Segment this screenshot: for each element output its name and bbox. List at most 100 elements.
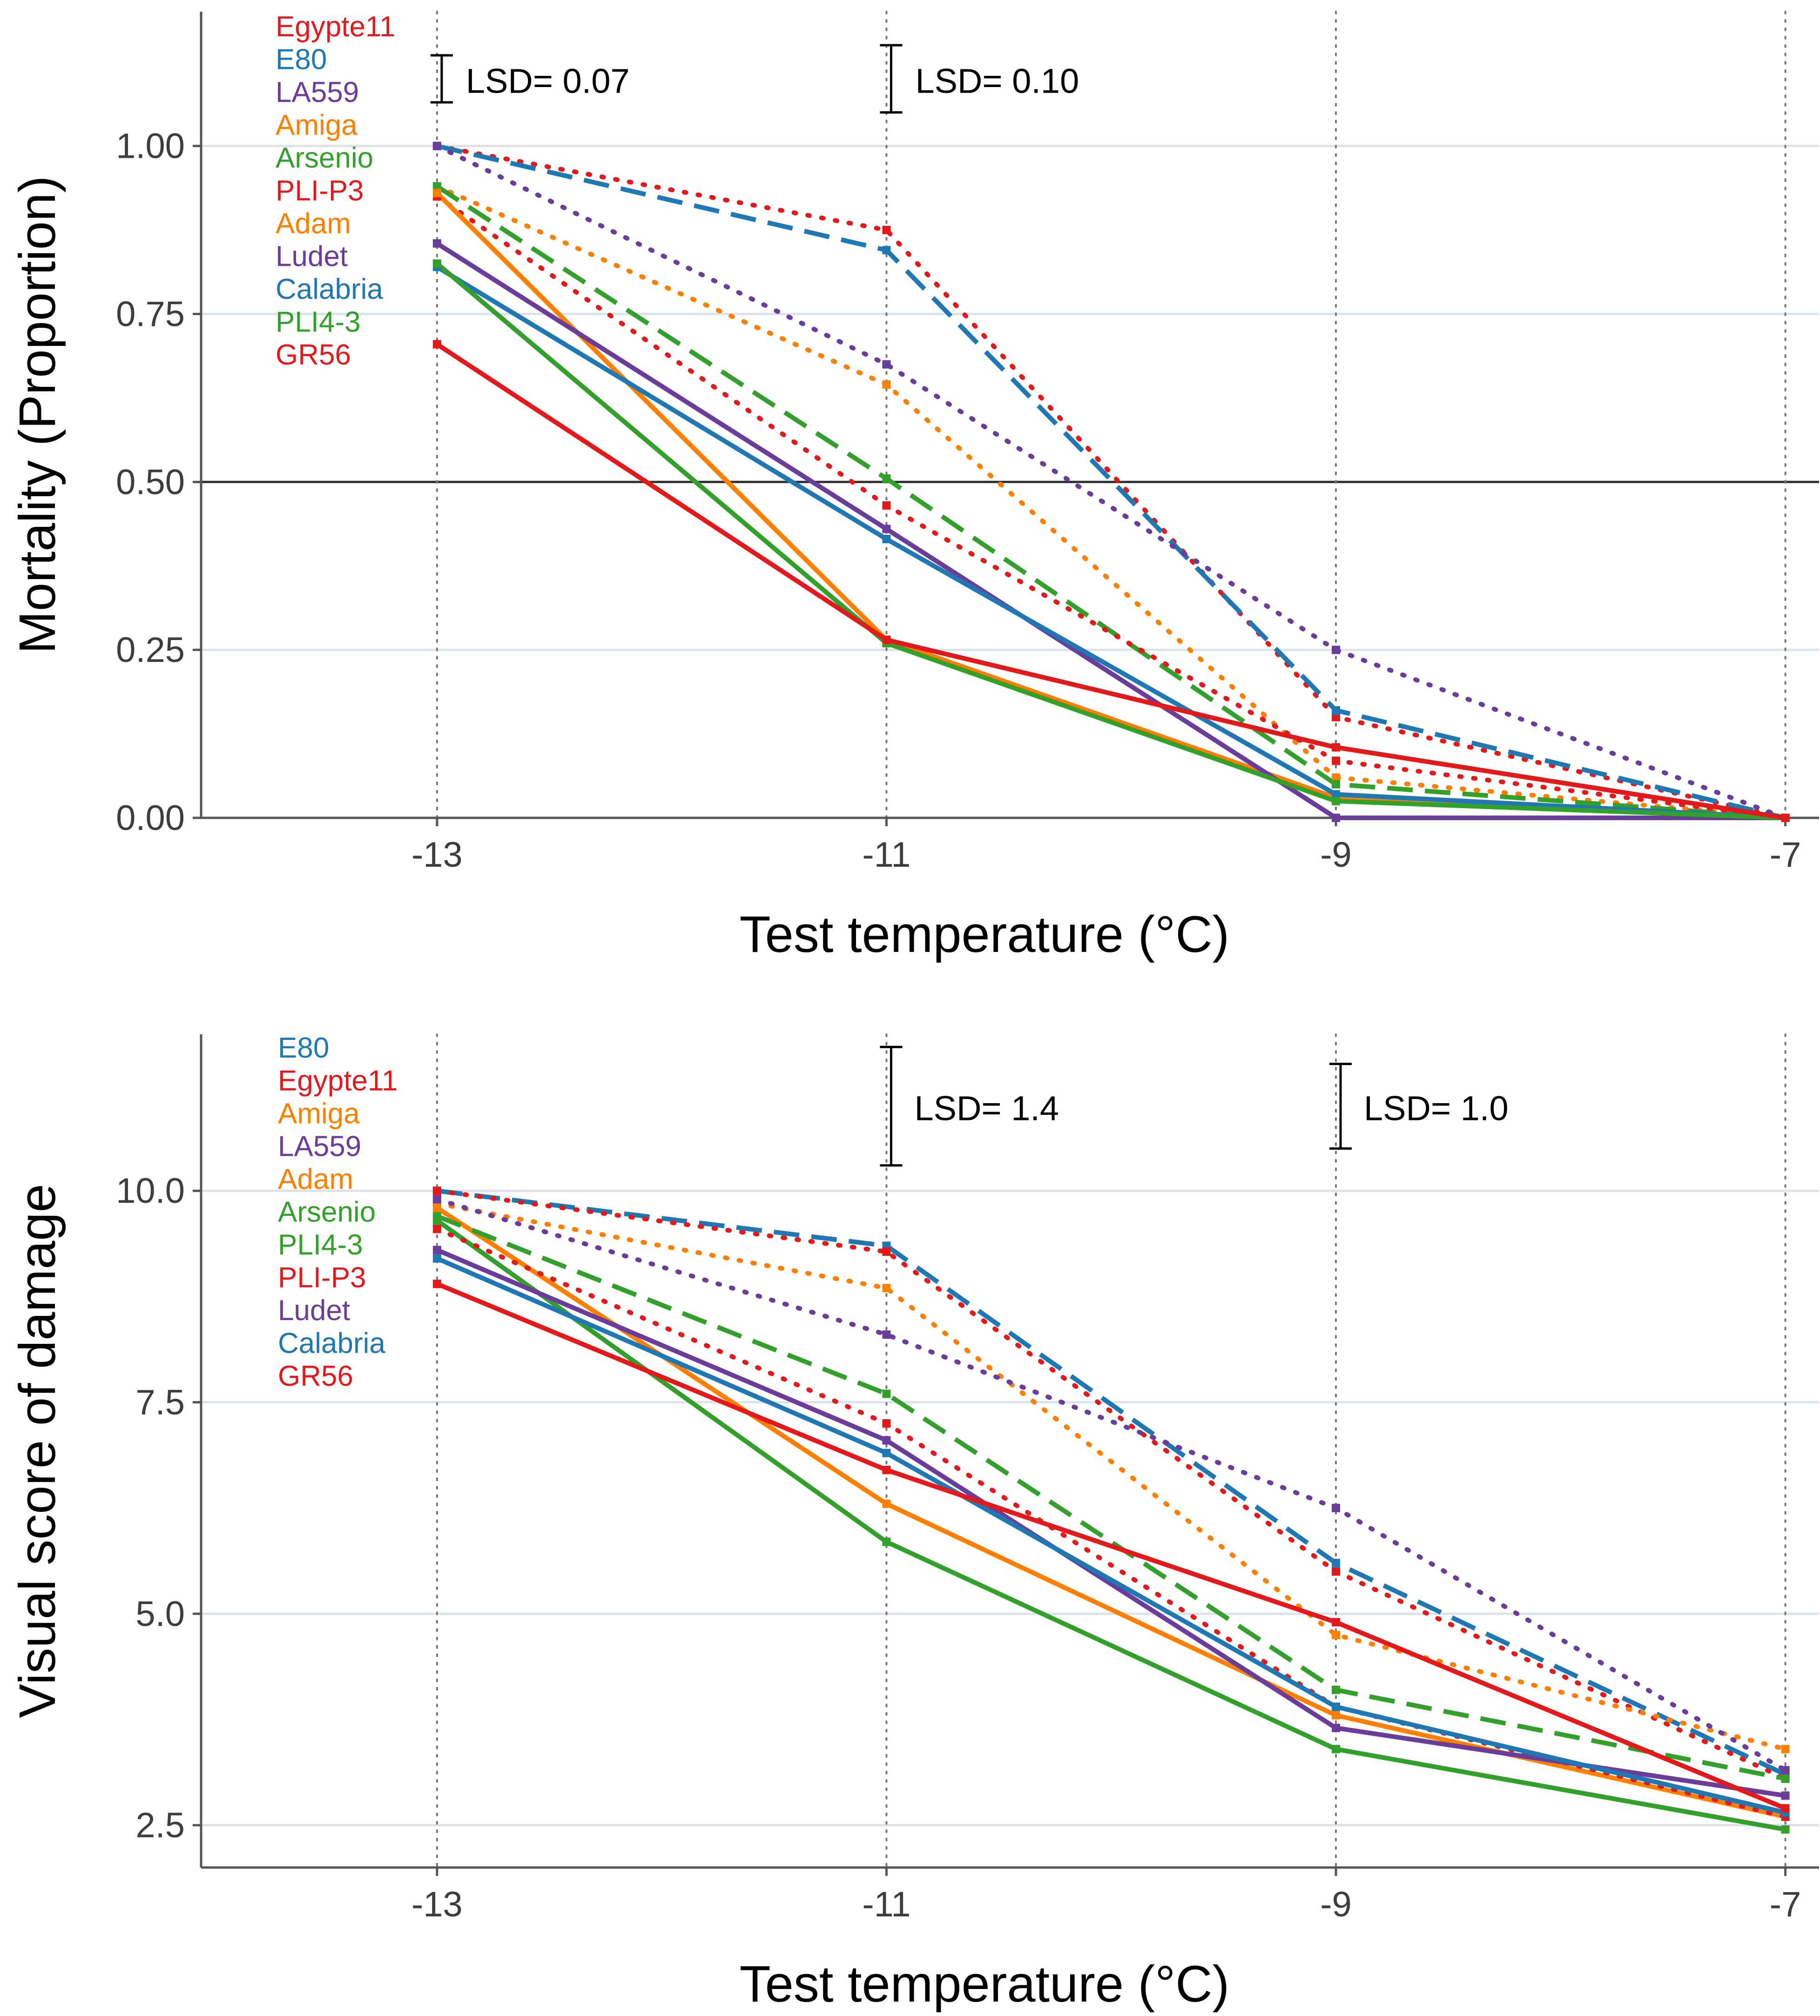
series-line-ludet [436, 241, 1786, 820]
data-point-adam-0 [432, 1203, 441, 1212]
data-point-pli4-3-2 [1332, 1745, 1341, 1753]
data-point-arsenio-2 [1332, 1686, 1341, 1694]
x-tick-label-3: -7 [1770, 835, 1801, 875]
data-point-ludet-2 [1332, 814, 1341, 822]
data-point-amiga-2 [1332, 773, 1341, 782]
data-point-ludet-1 [882, 1436, 891, 1445]
legend-label-pli-p3: PLI-P3 [278, 1262, 366, 1294]
series-line-ludet [436, 1247, 1786, 1798]
legend-label-amiga: Amiga [276, 109, 357, 142]
data-point-calabria-2 [1332, 790, 1341, 799]
data-point-ludet-0 [432, 1246, 441, 1254]
y-axis-title: Visual score of damage [9, 1184, 66, 1718]
lsd-label-0: LSD= 1.4 [914, 1089, 1059, 1127]
chart-panel-1: 0.00 0.25 0.50 0.75 1.00 -13 -11 -9 -7 Test tempe… [9, 11, 1819, 963]
data-point-la559-1 [882, 1330, 891, 1339]
data-point-arsenio-3 [1781, 1774, 1790, 1783]
x-tick-label-0: -13 [411, 1885, 463, 1924]
data-point-amiga-2 [1332, 1631, 1341, 1639]
x-tick-label-2: -9 [1320, 835, 1352, 875]
data-point-la559-1 [882, 360, 891, 369]
legend-label-ludet: Ludet [276, 241, 348, 273]
series-line-calabria [436, 1256, 1786, 1815]
data-point-pli4-3-3 [1781, 1825, 1790, 1834]
x-tick-label-0: -13 [411, 835, 463, 875]
series-line-arsenio [436, 184, 1786, 820]
series-line-amiga [434, 184, 1788, 820]
legend-label-egypte11: Egypte11 [278, 1065, 398, 1097]
x-tick-label-3: -7 [1770, 1885, 1801, 1924]
legend-label-la559: LA559 [276, 76, 359, 108]
y-axis-title: Mortality (Proportion) [9, 176, 66, 654]
lsd-label-1: LSD= 1.0 [1364, 1089, 1509, 1127]
legend-label-egypte11: Egypte11 [276, 11, 395, 43]
legend-label-e80: E80 [278, 1032, 329, 1064]
legend-label-ludet: Ludet [278, 1295, 350, 1327]
legend-label-arsenio: Arsenio [278, 1196, 376, 1228]
legend-label-calabria: Calabria [278, 1328, 385, 1360]
data-point-gr56-0 [432, 1280, 441, 1288]
data-point-egypte11-2 [1332, 713, 1341, 721]
data-point-ludet-2 [1332, 1724, 1341, 1733]
data-point-gr56-1 [882, 1465, 891, 1474]
data-point-pli-p3-0 [432, 1224, 441, 1233]
data-point-adam-0 [432, 189, 441, 197]
legend-label-gr56: GR56 [276, 339, 351, 371]
data-point-ludet-1 [882, 525, 891, 533]
legend-label-pli4-3: PLI4-3 [276, 306, 361, 338]
y-tick-label-2: 0.50 [116, 462, 185, 502]
series-line-e80 [437, 1188, 1786, 1777]
series-line-amiga [434, 1201, 1788, 1752]
series-line-egypte11 [434, 1188, 1788, 1781]
y-tick-label-1: 5.0 [135, 1594, 185, 1634]
data-point-arsenio-0 [432, 182, 441, 191]
data-point-pli-p3-2 [1332, 756, 1341, 765]
data-point-la559-2 [1332, 1504, 1341, 1512]
data-point-egypte11-1 [882, 226, 891, 235]
data-point-calabria-1 [882, 535, 891, 544]
legend-label-arsenio: Arsenio [276, 142, 373, 174]
data-point-la559-0 [432, 142, 441, 150]
data-point-ludet-0 [432, 239, 441, 248]
data-point-pli4-3-0 [432, 259, 441, 268]
data-point-pli4-3-1 [882, 1537, 891, 1546]
legend-label-gr56: GR56 [278, 1360, 353, 1392]
legend-label-amiga: Amiga [278, 1098, 360, 1130]
data-point-gr56-3 [1781, 814, 1790, 822]
legend-label-pli4-3: PLI4-3 [278, 1229, 363, 1261]
data-point-arsenio-1 [882, 1389, 891, 1398]
x-tick-label-1: -11 [862, 835, 910, 875]
legend-label-e80: E80 [276, 44, 327, 76]
data-point-egypte11-0 [432, 1187, 441, 1195]
data-point-la559-2 [1332, 646, 1341, 654]
chart-panel-2: 2.5 5.0 7.5 10.0 -13 -11 -9 -7 Test temperature … [9, 1032, 1819, 2013]
legend-label-calabria: Calabria [276, 273, 383, 305]
data-point-calabria-0 [432, 1254, 441, 1263]
y-tick-label-4: 1.00 [116, 127, 185, 166]
y-tick-label-3: 0.75 [116, 295, 185, 334]
series-line-pli-p3 [434, 1226, 1788, 1819]
data-point-e80-2 [1332, 706, 1341, 715]
data-point-pli4-3-0 [432, 1216, 441, 1225]
series-line-gr56 [436, 1281, 1786, 1811]
series-line-e80 [436, 143, 1786, 820]
series-line-calabria [436, 265, 1786, 820]
data-point-calabria-2 [1332, 1702, 1341, 1711]
legend-label-la559: LA559 [278, 1131, 361, 1163]
lsd-label-1: LSD= 0.10 [915, 61, 1079, 100]
series-line-la559 [434, 143, 1788, 820]
series-line-pli-p3 [434, 194, 1788, 820]
data-point-egypte11-1 [882, 1247, 891, 1256]
data-point-gr56-0 [432, 340, 441, 349]
data-point-pli-p3-1 [882, 501, 891, 510]
data-point-e80-2 [1332, 1558, 1341, 1567]
data-point-egypte11-2 [1332, 1567, 1341, 1576]
data-point-pli-p3-1 [882, 1419, 891, 1428]
data-point-pli4-3-2 [1332, 796, 1341, 805]
data-point-arsenio-1 [882, 474, 891, 483]
data-point-la559-3 [1781, 1766, 1790, 1775]
data-point-adam-1 [882, 1499, 891, 1508]
data-point-arsenio-2 [1332, 780, 1341, 789]
data-point-ludet-3 [1781, 1791, 1790, 1800]
